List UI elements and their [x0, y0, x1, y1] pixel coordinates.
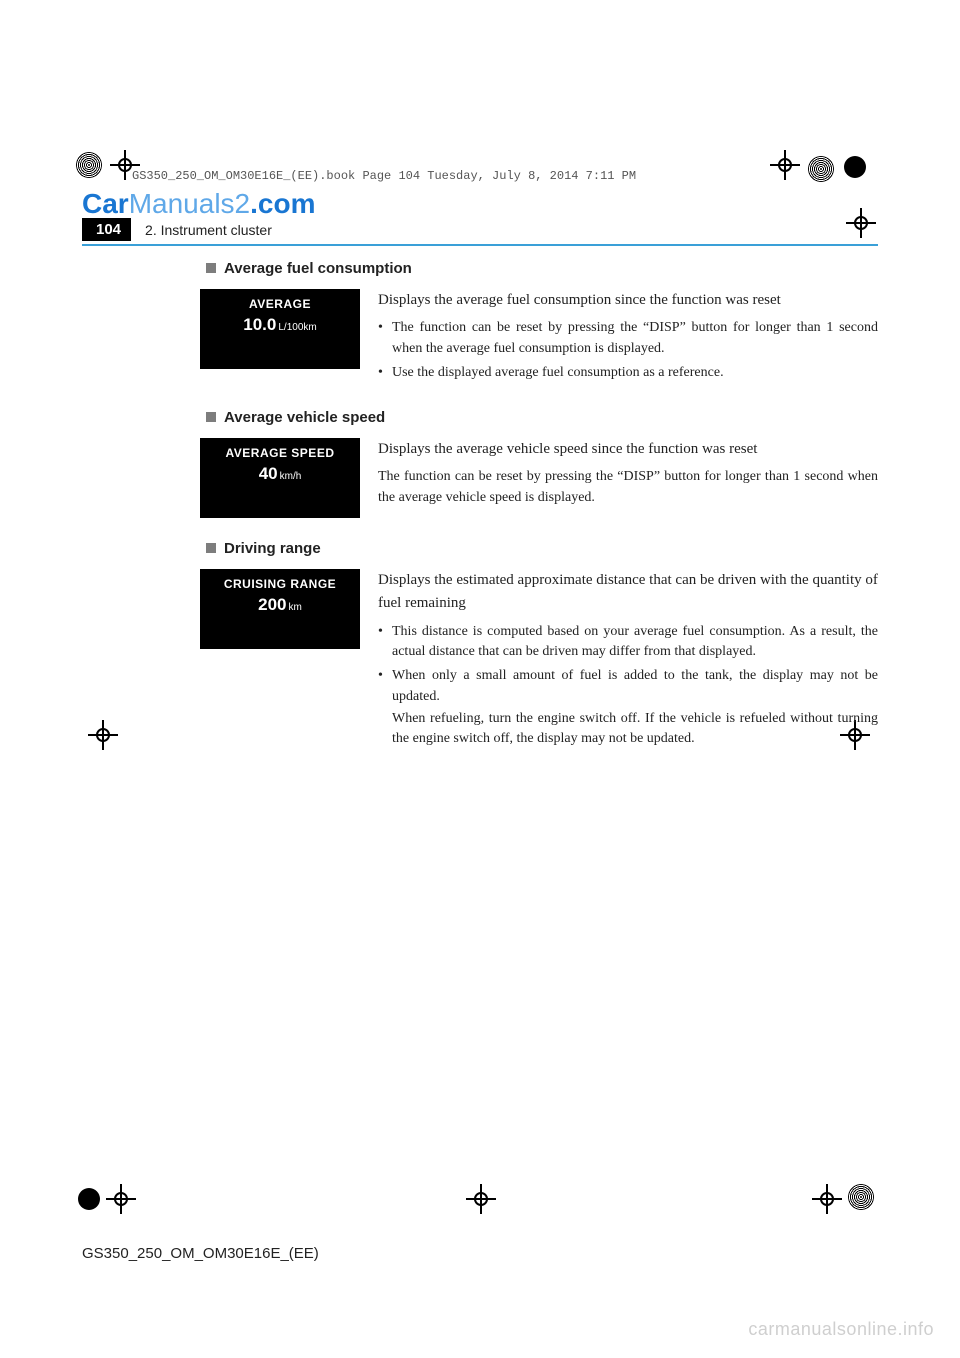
page-content: Average fuel consumption AVERAGE 10.0L/1…: [200, 260, 878, 775]
lcd-display-avg-speed: AVERAGE SPEED 40km/h: [200, 438, 360, 518]
heading-text: Driving range: [224, 540, 321, 557]
watermark-bottom: carmanualsonline.info: [748, 1319, 934, 1340]
lcd-display-avg-fuel: AVERAGE 10.0L/100km: [200, 289, 360, 369]
watermark-top: CarManuals2.com: [82, 188, 315, 220]
footer-document-code: GS350_250_OM_OM30E16E_(EE): [82, 1245, 319, 1262]
section-heading: Average vehicle speed: [206, 409, 878, 426]
section-heading: Driving range: [206, 540, 878, 557]
lcd-line2: 40km/h: [259, 464, 302, 484]
lcd-line1: CRUISING RANGE: [224, 577, 336, 591]
bullet-square-icon: [206, 543, 216, 553]
crop-mark-tl: [76, 152, 102, 178]
reg-mark-ml: [88, 720, 118, 750]
heading-text: Average vehicle speed: [224, 409, 385, 426]
reg-mark-br: [812, 1184, 842, 1214]
bullet-item: This distance is computed based on your …: [392, 622, 878, 663]
section-heading: Average fuel consumption: [206, 260, 878, 277]
crop-mark-br: [848, 1184, 874, 1210]
crop-mark-tr2: [808, 156, 834, 182]
bullet-item: When only a small amount of fuel is adde…: [392, 666, 878, 749]
header-rule: [82, 244, 878, 246]
section-description: Displays the estimated approximate dista…: [378, 569, 878, 753]
reg-mark-bc: [466, 1184, 496, 1214]
bullet-square-icon: [206, 263, 216, 273]
lcd-line1: AVERAGE: [249, 297, 311, 311]
lcd-line2: 200km: [258, 595, 302, 615]
note-text: The function can be reset by pressing th…: [378, 467, 878, 508]
lcd-unit: km/h: [280, 471, 302, 482]
bullet-item: The function can be reset by pressing th…: [392, 318, 878, 359]
wm-part3: .com: [250, 188, 315, 219]
bullet-item: Use the displayed average fuel consumpti…: [392, 363, 878, 383]
lcd-display-range: CRUISING RANGE 200km: [200, 569, 360, 649]
lcd-line1: AVERAGE SPEED: [226, 446, 335, 460]
bullet-square-icon: [206, 412, 216, 422]
section-driving-range: Driving range CRUISING RANGE 200km Displ…: [200, 540, 878, 753]
lcd-value: 200: [258, 595, 286, 614]
intro-text: Displays the average vehicle speed since…: [378, 438, 878, 461]
heading-text: Average fuel consumption: [224, 260, 412, 277]
lcd-unit: km: [289, 602, 302, 613]
section-title: 2. Instrument cluster: [145, 222, 272, 238]
wm-part1: Car: [82, 188, 129, 219]
section-description: Displays the average fuel consumption si…: [378, 289, 878, 387]
page-number: 104: [82, 218, 131, 241]
dot-tr: [844, 156, 866, 178]
section-description: Displays the average vehicle speed since…: [378, 438, 878, 508]
wm-part2: Manuals2: [129, 188, 250, 219]
bullet-extra: When refueling, turn the engine switch o…: [392, 709, 878, 750]
lcd-value: 40: [259, 464, 278, 483]
intro-text: Displays the average fuel consumption si…: [378, 289, 878, 312]
lcd-value: 10.0: [243, 315, 276, 334]
bullet-text: When only a small amount of fuel is adde…: [392, 668, 878, 703]
lcd-line2: 10.0L/100km: [243, 315, 316, 335]
reg-mark-tr2: [770, 150, 800, 180]
lcd-unit: L/100km: [278, 322, 316, 333]
section-avg-fuel: Average fuel consumption AVERAGE 10.0L/1…: [200, 260, 878, 387]
page-header: 104 2. Instrument cluster: [82, 218, 878, 241]
reg-mark-bl: [106, 1184, 136, 1214]
section-avg-speed: Average vehicle speed AVERAGE SPEED 40km…: [200, 409, 878, 518]
print-book-line: GS350_250_OM_OM30E16E_(EE).book Page 104…: [132, 169, 636, 183]
intro-text: Displays the estimated approximate dista…: [378, 569, 878, 616]
dot-bl: [78, 1188, 100, 1210]
